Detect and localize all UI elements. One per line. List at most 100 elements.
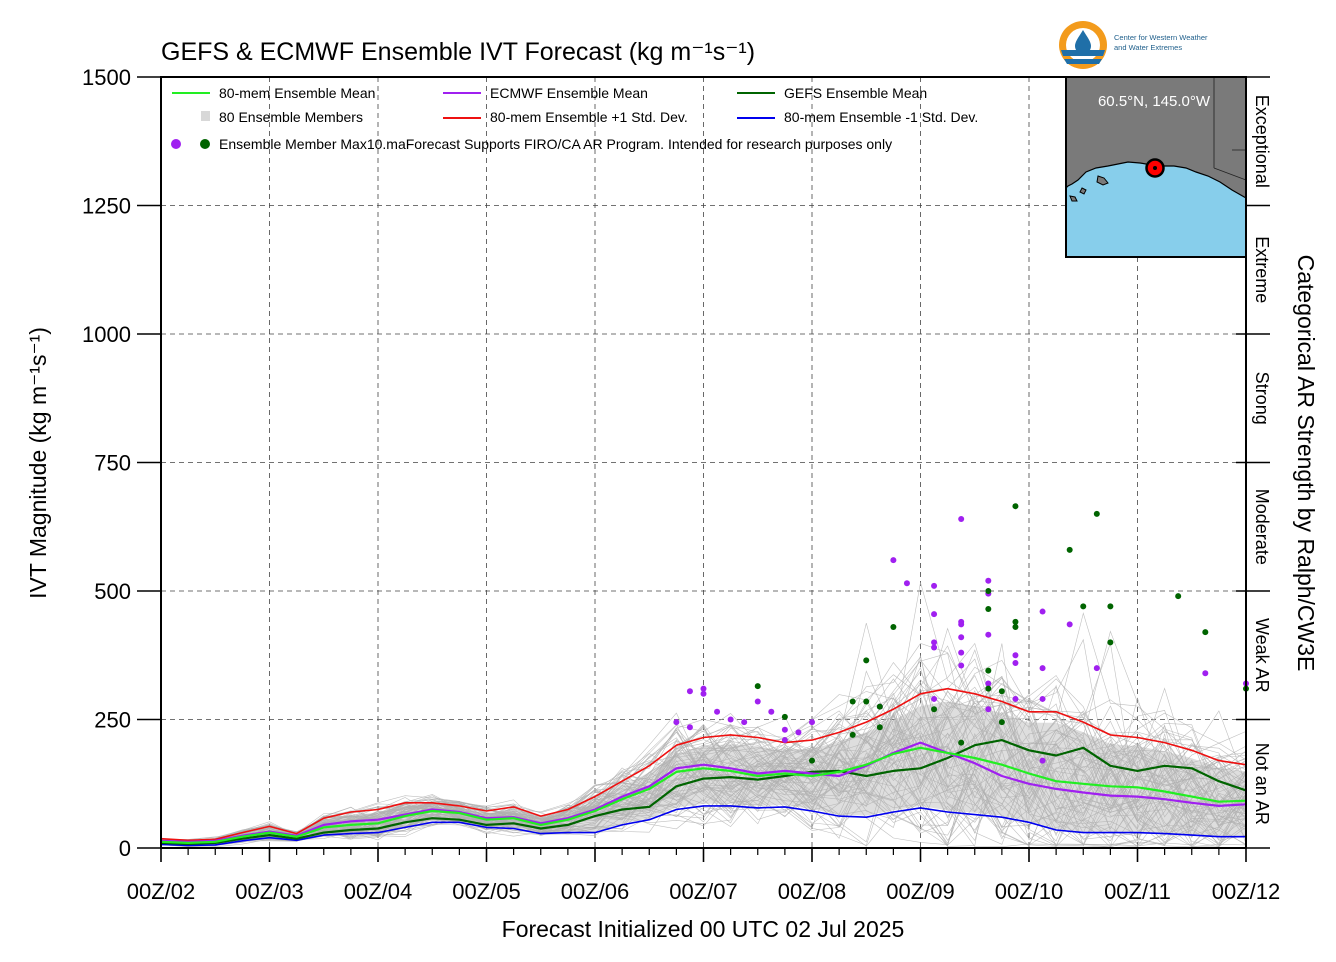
x-tick-label: 00Z/03 [235,879,304,904]
ecmwf-member-max-point [686,724,693,731]
axis-ticks: 00Z/02 00Z/03 00Z/04 00Z/05 00Z/06 00Z/07 00Z/… [82,65,1280,904]
ecmwf-member-max-point [1039,757,1046,764]
y-tick-label: 750 [94,451,131,476]
gefs-member-max-point [985,588,992,594]
ecmwf-member-max-point [727,716,734,723]
cw3e-logo: Center for Western Weather and Water Ext… [1059,21,1208,69]
gefs-member-max-point [958,739,965,746]
ecmwf-member-max-point [931,639,938,646]
series-line-80-mem-ensemble-1-std-dev- [160,805,1246,847]
ecmwf-member-max-point [700,690,707,697]
ensemble-member-line [160,677,1247,843]
gefs-member-max-point [849,731,856,738]
ecmwf-member-max-point [781,737,788,744]
inset-map-frame [1065,76,1247,258]
ecmwf-member-max-point [1066,621,1073,628]
logo-drop-icon [1075,30,1091,54]
category-label: Weak AR [1252,618,1272,693]
x-tick-label: 00Z/02 [127,879,196,904]
ensemble-member-line [160,722,1247,846]
gefs-member-max-point [998,719,1005,726]
gefs-member-max-point [809,757,815,764]
ecmwf-member-max-point [741,719,748,726]
x-tick-label: 00Z/12 [1212,879,1281,904]
ecmwf-member-max-point [1202,670,1209,677]
gefs-member-max-point [985,667,992,674]
ecmwf-member-max-point [890,557,897,564]
ecmwf-member-max-point [985,577,992,584]
ensemble-member-line [160,694,1247,847]
gefs-member-max-point [985,605,992,612]
inset-map-coastline [1065,161,1247,199]
category-label: Not an AR [1252,743,1272,825]
y-tick-label: 250 [94,708,131,733]
series-line-80-mem-ensemble-mean [160,746,1247,845]
ecmwf-member-max-point [931,644,938,651]
inset-map-land [1066,77,1246,198]
x-tick-label: 00Z/08 [778,879,847,904]
gefs-member-max-point [890,623,897,630]
legend-note-text: 10.maForecast Supports FIRO/CA AR Progra… [367,136,892,152]
y-tick-label: 0 [119,836,131,861]
ensemble-member-line [160,697,1247,847]
gefs-member-max-point [876,724,883,731]
legend-label-members: 80 Ensemble Members [219,109,363,125]
gefs-member-max-point [1175,593,1182,600]
legend-label-ecmwf-mean: ECMWF Ensemble Mean [490,85,648,101]
ecmwf-member-max-point [985,680,992,687]
category-label: Exceptional [1252,95,1272,188]
gefs-member-max-point [1093,510,1100,517]
ecmwf-member-max-point [958,516,965,523]
legend-label-member-max: Ensemble Member Max10.maForecast Support… [219,136,892,152]
x-axis-label: Forecast Initialized 00 UTC 02 Jul 2025 [502,916,905,942]
y-axis-label: IVT Magnitude (kg m⁻¹s⁻¹) [25,327,51,599]
inset-map-islands [1069,175,1109,202]
ensemble-member-line [160,728,1247,847]
x-tick-label: 00Z/10 [995,879,1064,904]
ecmwf-member-max-point [795,729,802,736]
location-marker-center [1153,166,1157,170]
legend-label-plus-std: 80-mem Ensemble +1 Std. Dev. [490,109,688,125]
ecmwf-member-max-point [1012,659,1019,666]
logo-text-line2: and Water Extremes [1114,43,1182,52]
ecmwf-member-max-point [809,719,815,726]
gefs-member-max-point [876,703,883,710]
y-tick-label: 500 [94,579,131,604]
series-line-gefs-ensemble-mean [160,738,1247,846]
gefs-member-max-point [1080,603,1087,610]
ecmwf-member-max-point [1039,665,1046,672]
gefs-member-max-point [1107,603,1114,610]
legend-swatch-members [201,111,210,121]
ecmwf-member-max-point [1012,695,1019,702]
ensemble-member-line [160,736,1247,841]
gefs-member-max-point [1012,618,1019,625]
ar-category-axis: Not an AR Weak AR Moderate Strong Extreme Exc… [1236,76,1272,849]
gefs-member-max-point [754,683,761,690]
series-line-80-mem-ensemble-1-std-dev- [160,687,1247,842]
gefs-member-max-point [1012,623,1019,630]
legend-label-ensemble-mean: 80-mem Ensemble Mean [219,85,375,101]
x-tick-label: 00Z/09 [886,879,955,904]
ecmwf-member-max-point [1039,608,1046,615]
x-tick-label: 00Z/07 [669,879,738,904]
legend-max-text: Ensemble Member Max [219,136,367,152]
gefs-member-max-point [931,706,938,713]
chart-title: GEFS & ECMWF Ensemble IVT Forecast (kg m… [161,38,755,66]
ecmwf-member-max-point [673,719,680,726]
gefs-member-max-point [781,713,788,720]
gefs-member-max-point [1066,546,1073,553]
ecmwf-member-max-point [985,631,992,638]
category-label: Strong [1252,372,1272,425]
y-tick-label: 1250 [82,194,131,219]
series-lines [160,687,1247,847]
ecmwf-member-max-point [754,698,761,705]
ensemble-member-line [160,666,1247,842]
gefs-member-max-point [849,698,856,705]
ecmwf-member-max-point [686,688,693,695]
category-label: Moderate [1252,489,1272,565]
ecmwf-member-max-point [958,621,965,628]
x-tick-label: 00Z/11 [1104,879,1171,904]
ecmwf-member-max-point [958,662,965,669]
ecmwf-member-max-point [931,611,938,618]
y-tick-label: 1500 [82,65,131,90]
